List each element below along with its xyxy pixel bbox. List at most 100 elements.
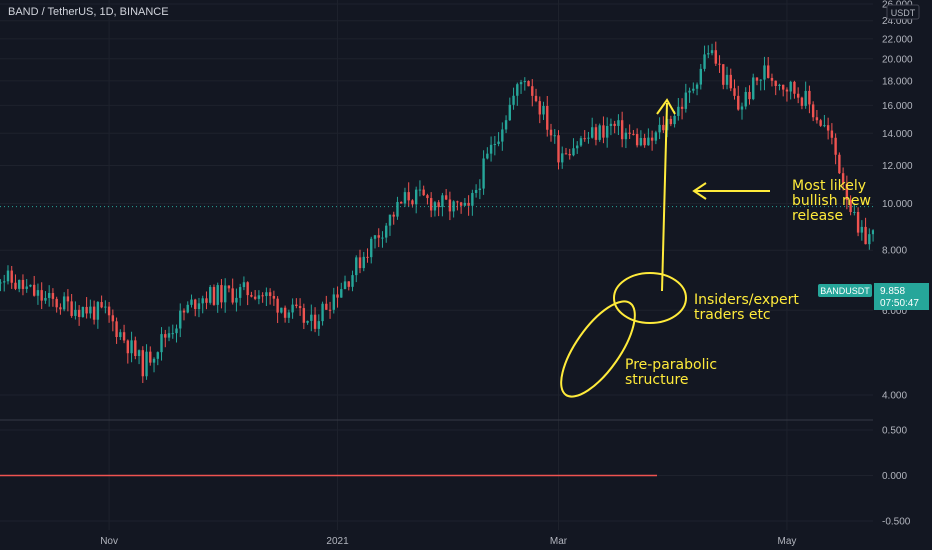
- candle-body: [377, 235, 380, 238]
- candle-body: [107, 306, 111, 316]
- candle-body: [804, 90, 807, 106]
- candle-body: [617, 120, 620, 126]
- candle-body: [624, 132, 628, 140]
- candle-body: [793, 81, 796, 94]
- candle-body: [740, 106, 744, 110]
- candle-body: [635, 134, 639, 146]
- candle-body: [6, 270, 10, 282]
- candle-body: [216, 285, 219, 305]
- candle-body: [141, 350, 144, 377]
- candle-body: [250, 295, 253, 297]
- candle-body: [579, 138, 583, 146]
- candle-body: [639, 137, 643, 146]
- candle-body: [594, 127, 598, 140]
- candle-body: [66, 296, 70, 302]
- candle-body: [47, 293, 51, 298]
- candle-body: [632, 133, 635, 135]
- candle-body: [433, 202, 437, 211]
- x-tick-label: Nov: [100, 536, 118, 547]
- candle-body: [407, 192, 410, 201]
- candle-body: [242, 282, 246, 288]
- candle-body: [456, 201, 459, 203]
- candle-body: [823, 125, 826, 127]
- candle-body: [752, 77, 755, 100]
- candles: [0, 41, 932, 384]
- y-tick-label-lower: 0.000: [882, 471, 907, 482]
- candle-body: [100, 302, 103, 308]
- candle-body: [145, 351, 148, 377]
- symbol-badge-label: BANDUSDT: [820, 286, 870, 296]
- candle-body: [662, 124, 665, 131]
- candle-body: [871, 230, 875, 235]
- candle-body: [834, 137, 837, 155]
- candle-body: [400, 201, 403, 204]
- y-tick-label: 16.000: [882, 101, 913, 112]
- candle-body: [306, 320, 309, 323]
- y-tick-label: 18.000: [882, 76, 913, 87]
- candle-body: [767, 65, 770, 78]
- candle-body: [18, 279, 21, 289]
- candle-body: [340, 289, 343, 298]
- candle-body: [332, 294, 335, 310]
- candle-body: [583, 138, 586, 140]
- candle-body: [347, 281, 350, 287]
- candle-body: [14, 282, 17, 289]
- time-axis: Nov2021MarMayJulSepNov: [100, 536, 796, 547]
- candle-body: [373, 235, 377, 239]
- candle-body: [62, 296, 66, 310]
- candle-body: [699, 68, 703, 85]
- pre-parabolic-ellipse: [560, 300, 636, 398]
- candle-body: [830, 130, 834, 138]
- candle-body: [29, 284, 32, 287]
- candle-body: [474, 189, 478, 193]
- candle-body: [482, 158, 485, 189]
- candle-body: [130, 340, 133, 354]
- price-axis-background[interactable]: [874, 0, 932, 550]
- candle-body: [55, 298, 58, 308]
- price-badge: BANDUSDT 9.858 07:50:47: [818, 283, 929, 310]
- candle-body: [673, 115, 676, 125]
- candle-body: [175, 328, 178, 334]
- candle-body: [849, 199, 852, 213]
- candle-body: [725, 74, 729, 85]
- candle-body: [516, 84, 519, 96]
- candle-body: [227, 285, 231, 289]
- candle-body: [587, 137, 590, 139]
- candle-body: [171, 333, 174, 335]
- candle-body: [538, 101, 541, 115]
- candle-body: [238, 287, 242, 298]
- candle-body: [486, 153, 489, 159]
- candle-body: [523, 81, 526, 83]
- currency-badge[interactable]: USDT: [886, 4, 920, 20]
- candle-body: [362, 256, 365, 269]
- candle-body: [546, 105, 549, 130]
- price-badge-bg: [874, 283, 929, 310]
- candle-body: [122, 332, 126, 341]
- candle-body: [710, 50, 714, 54]
- candle-body: [452, 201, 455, 212]
- annotation-pre-parabolic: Pre-parabolic structure: [625, 357, 717, 388]
- candle-body: [785, 89, 789, 92]
- candle-body: [235, 297, 238, 303]
- y-tick-label-lower: 0.500: [882, 426, 907, 437]
- candle-body: [209, 287, 212, 303]
- candle-body: [845, 184, 849, 200]
- candle-body: [602, 125, 605, 138]
- candle-body: [598, 125, 601, 140]
- candle-body: [512, 95, 515, 105]
- x-tick-label: 2021: [326, 536, 349, 547]
- candle-body: [493, 143, 497, 145]
- candle-body: [448, 199, 452, 212]
- candle-body: [609, 123, 613, 126]
- candle-body: [81, 306, 85, 317]
- candle-body: [576, 145, 579, 149]
- candle-body: [501, 129, 504, 142]
- candle-body: [737, 95, 740, 110]
- candle-body: [669, 118, 673, 125]
- candle-body: [381, 237, 384, 239]
- candle-body: [643, 137, 646, 146]
- candle-body: [613, 123, 616, 126]
- candle-body: [519, 82, 523, 85]
- candle-body: [628, 132, 631, 134]
